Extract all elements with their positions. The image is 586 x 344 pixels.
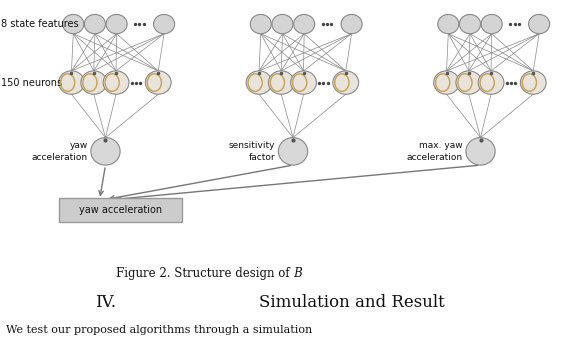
- Ellipse shape: [145, 71, 171, 94]
- Ellipse shape: [84, 14, 105, 34]
- Ellipse shape: [459, 14, 481, 34]
- Ellipse shape: [154, 14, 175, 34]
- Ellipse shape: [434, 71, 459, 94]
- Ellipse shape: [466, 138, 495, 165]
- Ellipse shape: [333, 71, 359, 94]
- Text: B: B: [293, 267, 303, 280]
- Ellipse shape: [250, 14, 271, 34]
- Text: We test our proposed algorithms through a simulation: We test our proposed algorithms through …: [6, 325, 312, 335]
- Ellipse shape: [272, 14, 293, 34]
- Ellipse shape: [481, 14, 502, 34]
- Text: Figure 2. Structure design of: Figure 2. Structure design of: [115, 267, 293, 280]
- Ellipse shape: [294, 14, 315, 34]
- Ellipse shape: [63, 14, 84, 34]
- Ellipse shape: [81, 71, 107, 94]
- Ellipse shape: [278, 138, 308, 165]
- Ellipse shape: [291, 71, 316, 94]
- Ellipse shape: [106, 14, 127, 34]
- Text: yaw
acceleration: yaw acceleration: [32, 141, 88, 162]
- Text: sensitivity
factor: sensitivity factor: [229, 141, 275, 162]
- Ellipse shape: [59, 71, 84, 94]
- Text: 8 state features: 8 state features: [1, 19, 79, 29]
- Text: Simulation and Result: Simulation and Result: [259, 294, 444, 311]
- Text: 150 neurons: 150 neurons: [1, 77, 62, 88]
- Ellipse shape: [268, 71, 294, 94]
- Text: max. yaw
acceleration: max. yaw acceleration: [407, 141, 463, 162]
- Ellipse shape: [456, 71, 482, 94]
- Text: IV.: IV.: [95, 294, 116, 311]
- Ellipse shape: [91, 138, 120, 165]
- Ellipse shape: [438, 14, 459, 34]
- FancyBboxPatch shape: [59, 198, 182, 222]
- Ellipse shape: [103, 71, 129, 94]
- Ellipse shape: [478, 71, 504, 94]
- Text: yaw acceleration: yaw acceleration: [79, 205, 162, 215]
- Ellipse shape: [341, 14, 362, 34]
- Ellipse shape: [529, 14, 550, 34]
- Ellipse shape: [520, 71, 546, 94]
- Ellipse shape: [246, 71, 272, 94]
